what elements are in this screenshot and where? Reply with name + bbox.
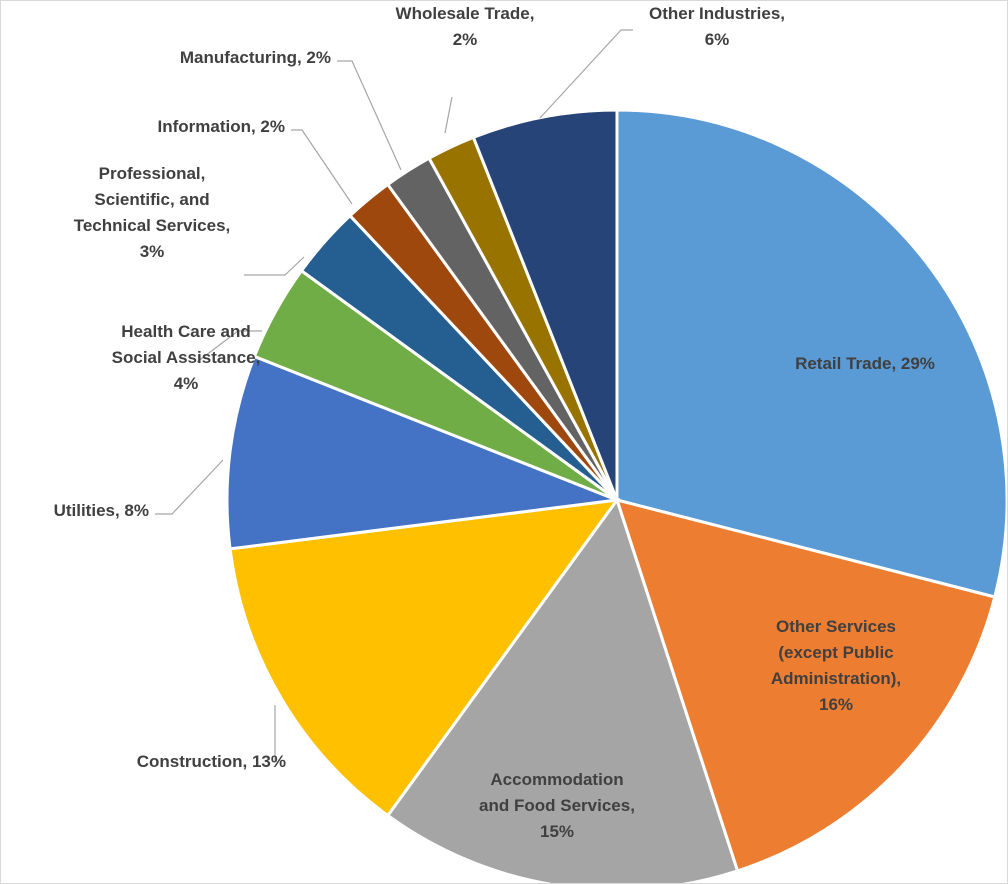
- data-label-utilities: Utilities, 8%: [54, 501, 149, 520]
- data-label-line: Construction, 13%: [137, 752, 286, 771]
- leader-line-manufacturing: [337, 60, 402, 171]
- data-label-line: Information, 2%: [157, 117, 285, 136]
- leader-line-professional-scientific-and-technical-services: [244, 256, 305, 276]
- data-label-line: Administration),: [771, 669, 901, 688]
- data-label-line: Technical Services,: [74, 216, 231, 235]
- data-label-line: Accommodation: [490, 770, 623, 789]
- data-label-wholesale-trade: Wholesale Trade, 2%: [396, 4, 535, 49]
- data-label-line: Wholesale Trade,: [396, 4, 535, 23]
- data-label-line: 15%: [540, 822, 574, 841]
- data-label-line: Social Assistance,: [112, 348, 261, 367]
- data-label-accommodation-and-food-services: Accommodation and Food Services, 15%: [479, 770, 635, 841]
- data-label-other-industries: Other Industries, 6%: [649, 4, 785, 49]
- data-label-retail-trade: Retail Trade, 29%: [795, 354, 935, 373]
- pie-slice-accommodation-and-food-services[interactable]: [385, 496, 740, 883]
- data-label-line: Other Industries,: [649, 4, 785, 23]
- data-label-line: (except Public: [778, 643, 893, 662]
- pie-slice-utilities[interactable]: [225, 354, 618, 551]
- leader-line-utilities: [155, 459, 224, 515]
- data-label-line: Other Services: [776, 617, 896, 636]
- data-label-professional-scientific-and-technical-services: Professional, Scientific, and Technical Se…: [74, 164, 231, 261]
- leader-line-information: [291, 129, 353, 205]
- pie-slice-construction[interactable]: [228, 498, 621, 818]
- data-label-manufacturing: Manufacturing, 2%: [180, 48, 331, 67]
- data-label-line: Professional,: [99, 164, 206, 183]
- pie-slice-other-industries[interactable]: [471, 108, 619, 501]
- data-label-line: 6%: [705, 30, 730, 49]
- data-label-line: Scientific, and: [94, 190, 209, 209]
- pie-slice-other-services-except-public-administration[interactable]: [614, 497, 997, 873]
- data-label-line: 3%: [140, 242, 165, 261]
- labels-layer: Retail Trade, 29% Other Services (except P…: [54, 4, 935, 841]
- slices-layer: [225, 108, 1007, 883]
- data-label-line: Utilities, 8%: [54, 501, 149, 520]
- leader-line-other-industries: [539, 29, 633, 119]
- data-label-line: 2%: [453, 30, 478, 49]
- data-label-line: Health Care and: [121, 322, 250, 341]
- leader-line-health-care-and-social-assistance: [196, 330, 262, 363]
- data-label-line: and Food Services,: [479, 796, 635, 815]
- leader-lines-layer: [155, 29, 633, 761]
- data-label-other-services-except-public-administration: Other Services (except Public Administrati…: [771, 617, 901, 714]
- data-label-line: Manufacturing, 2%: [180, 48, 331, 67]
- data-label-health-care-and-social-assistance: Health Care and Social Assistance, 4%: [112, 322, 261, 393]
- data-label-line: 4%: [174, 374, 199, 393]
- leader-line-wholesale-trade: [444, 96, 453, 134]
- data-label-line: 16%: [819, 695, 853, 714]
- data-label-line: Retail Trade, 29%: [795, 354, 935, 373]
- data-label-information: Information, 2%: [157, 117, 285, 136]
- pie-slice-retail-trade[interactable]: [615, 108, 1007, 599]
- data-label-construction: Construction, 13%: [137, 752, 286, 771]
